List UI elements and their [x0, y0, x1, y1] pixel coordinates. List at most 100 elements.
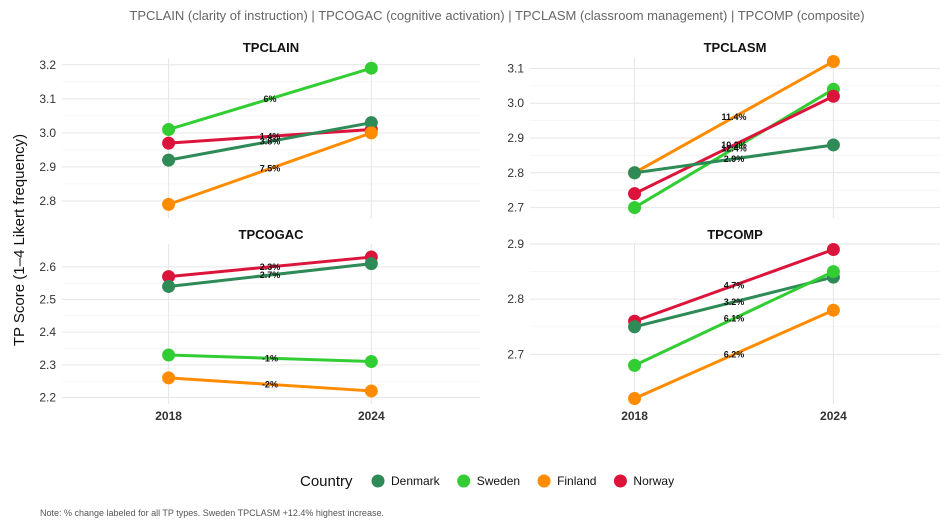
series-line — [167, 255, 373, 279]
y-axis-label: TP Score (1–4 Likert frequency) — [11, 134, 28, 346]
legend-items: Denmark Sweden Finland Norway — [371, 474, 674, 488]
panel-tpclasm: TPCLASM 2.7 2.8 2.9 3.0 3.1 11.4% 12.4%10.2% 2.9… — [507, 40, 940, 218]
series-line — [633, 87, 835, 210]
series-line — [633, 143, 835, 175]
y-tick-label: 3.1 — [507, 61, 524, 75]
change-label: 11.4% — [721, 112, 746, 122]
data-point — [826, 138, 840, 152]
data-point — [628, 358, 642, 372]
legend-label: Denmark — [391, 474, 441, 488]
legend-swatch — [457, 474, 471, 488]
data-point — [162, 279, 176, 293]
x-tick-label: 2018 — [155, 409, 182, 423]
series-sweden — [628, 265, 840, 372]
data-point — [162, 136, 176, 150]
data-point — [826, 265, 840, 279]
legend-swatch — [537, 474, 551, 488]
panels: TPCLAIN2.82.93.03.13.26%1.4%3.8%7.5%TPCL… — [39, 40, 940, 423]
series-norway — [628, 89, 840, 201]
change-label: 2.9% — [724, 154, 745, 164]
change-label: 7.5% — [260, 164, 281, 174]
panel-title: TPCLASM — [704, 40, 767, 55]
series-denmark — [162, 116, 378, 167]
change-label: 1.4% — [260, 131, 281, 141]
y-tick-label: 2.2 — [39, 390, 56, 404]
x-tick-label: 2018 — [621, 409, 648, 423]
legend: Country Denmark Sweden Finland Norway — [300, 473, 674, 490]
change-label: 6.1% — [724, 313, 745, 323]
legend-title: Country — [300, 473, 353, 490]
series-line — [167, 131, 373, 206]
series-finland — [162, 126, 378, 211]
change-label: 12.4% — [721, 143, 747, 153]
series-sweden — [162, 61, 378, 136]
y-tick-label: 2.9 — [507, 237, 524, 251]
legend-swatch — [371, 474, 385, 488]
data-point — [162, 348, 176, 362]
series-line — [167, 121, 373, 162]
chart-note: Note: % change labeled for all TP types.… — [40, 508, 384, 518]
data-point — [628, 320, 642, 334]
data-point — [826, 243, 840, 257]
data-point — [628, 187, 642, 201]
series-finland — [162, 371, 378, 398]
series-denmark — [628, 138, 840, 180]
change-label: 4.7% — [724, 280, 745, 290]
y-tick-label: 2.4 — [39, 325, 56, 339]
legend-label: Norway — [633, 474, 674, 488]
panel-title: TPCOGAC — [239, 227, 305, 242]
data-point — [364, 355, 378, 369]
series-line — [633, 94, 835, 196]
series-line — [167, 376, 373, 393]
y-tick-label: 3.2 — [39, 58, 56, 72]
series-finland — [628, 303, 840, 405]
data-point — [628, 166, 642, 180]
legend-item-sweden: Sweden — [457, 474, 520, 488]
change-label: 6% — [263, 94, 276, 104]
legend-label: Sweden — [477, 474, 520, 488]
y-tick-label: 2.8 — [507, 292, 524, 306]
series-denmark — [162, 257, 378, 293]
data-point — [364, 257, 378, 271]
change-label: 3.2% — [724, 297, 745, 307]
data-point — [162, 122, 176, 136]
change-label: 2.7% — [260, 270, 281, 280]
series-line — [633, 308, 835, 400]
data-point — [628, 391, 642, 405]
y-tick-label: 2.6 — [39, 260, 56, 274]
data-point — [364, 384, 378, 398]
legend-label: Finland — [557, 474, 596, 488]
change-label: 6.2% — [724, 349, 745, 359]
series-line — [633, 248, 835, 323]
y-tick-label: 2.7 — [507, 201, 524, 215]
panel-tpcogac: TPCOGAC 2.2 2.3 2.4 2.5 2.6 2018 2024 2.3%2.7% -1… — [39, 227, 480, 423]
series-sweden — [162, 348, 378, 369]
x-tick-label: 2024 — [820, 409, 847, 423]
series-line — [167, 127, 373, 145]
change-label: 10.2% — [721, 140, 747, 150]
data-point — [826, 54, 840, 68]
panel-title: TPCLAIN — [243, 40, 299, 55]
y-tick-label: 3.0 — [39, 126, 56, 140]
data-point — [628, 201, 642, 215]
change-label: 2.3% — [260, 262, 281, 272]
data-point — [826, 303, 840, 317]
y-tick-label: 2.3 — [39, 358, 56, 372]
series-line — [633, 59, 835, 175]
panel-tpcomp: TPCOMP 2.7 2.8 2.9 2018 2024 4.7% 3.2% 6.1% 6.2% — [507, 227, 940, 423]
y-tick-label: 3.0 — [507, 96, 524, 110]
y-tick-label: 3.1 — [39, 92, 56, 106]
y-tick-label: 2.9 — [507, 131, 524, 145]
legend-item-denmark: Denmark — [371, 474, 441, 488]
data-point — [826, 89, 840, 103]
y-tick-label: 2.8 — [39, 194, 56, 208]
legend-swatch — [613, 474, 627, 488]
legend-item-norway: Norway — [613, 474, 674, 488]
data-point — [162, 371, 176, 385]
data-point — [162, 270, 176, 284]
chart-title: TPCLAIN (clarity of instruction) | TPCOG… — [129, 8, 864, 23]
data-point — [364, 116, 378, 130]
legend-item-finland: Finland — [537, 474, 596, 488]
series-line — [167, 66, 373, 131]
